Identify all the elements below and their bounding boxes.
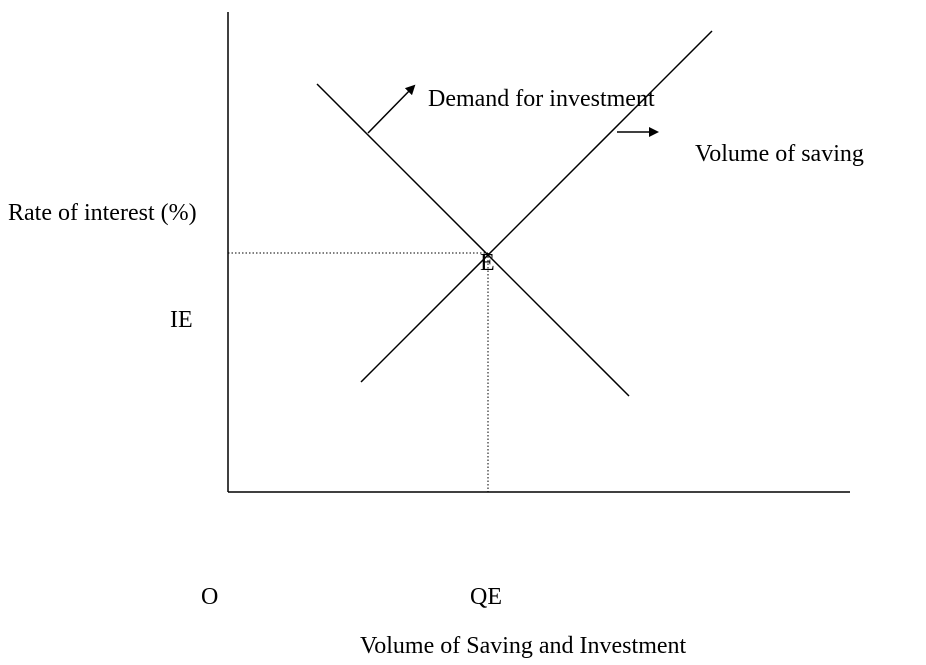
saving-label: Volume of saving <box>695 141 864 167</box>
y-axis-label: Rate of interest (%) <box>8 200 197 226</box>
x-axis-label: Volume of Saving and Investment <box>360 633 687 659</box>
qe-label: QE <box>470 584 502 610</box>
ie-label: IE <box>170 307 193 333</box>
origin-label: O <box>201 584 218 610</box>
demand-label: Demand for investment <box>428 86 655 112</box>
demand-curve <box>316 83 630 397</box>
demand-arrow <box>367 84 416 134</box>
equilibrium-label: E <box>480 250 495 276</box>
saving-curve <box>360 30 713 383</box>
